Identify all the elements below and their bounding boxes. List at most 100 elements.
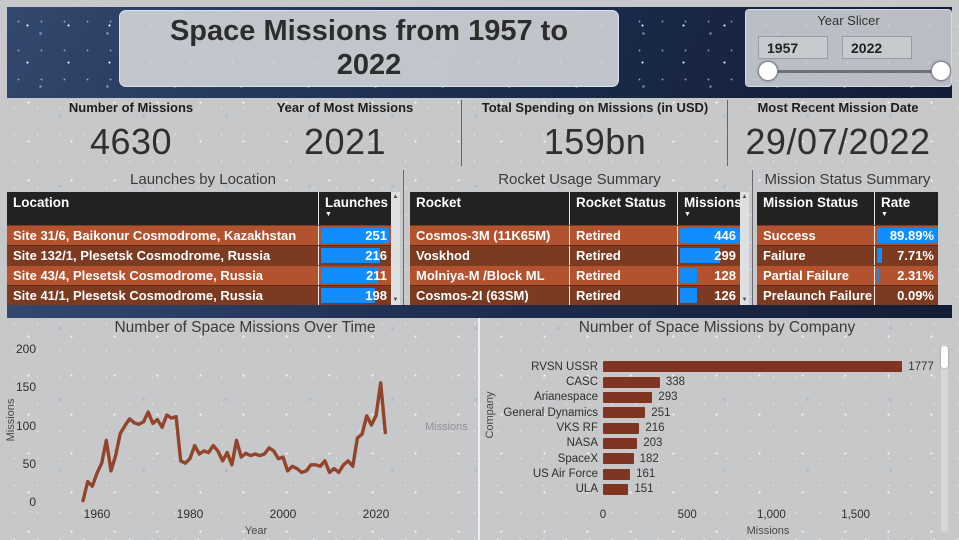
scrollbar-thumb[interactable] <box>941 346 948 368</box>
value-cell: 128 <box>678 266 740 285</box>
scroll-down-icon[interactable]: ▼ <box>741 297 748 303</box>
kpi-label: Number of Missions <box>68 100 194 115</box>
bar[interactable] <box>603 483 629 495</box>
column-header-label: Missions <box>684 195 740 210</box>
column-header-missions[interactable]: Missions ▼ <box>678 192 740 225</box>
table-row[interactable]: Site 132/1, Plesetsk Cosmodrome, Russia 2… <box>7 245 391 265</box>
bar[interactable] <box>603 376 660 388</box>
bar-row[interactable]: SpaceX 182 <box>488 451 948 466</box>
bar[interactable] <box>603 422 640 434</box>
table-row[interactable]: Prelaunch Failure 0.09% <box>757 285 938 305</box>
bar-row[interactable]: VKS RF 216 <box>488 420 948 435</box>
column-header-launches[interactable]: Launches ▼ <box>319 192 391 225</box>
column-header-label: Rocket Status <box>576 195 667 210</box>
value-cell: 251 <box>319 226 391 245</box>
cell-value: 446 <box>714 228 736 243</box>
kpi-divider <box>461 100 462 166</box>
bar-chart-title: Number of Space Missions by Company <box>578 319 856 336</box>
year-slicer-min-input[interactable]: 1957 <box>758 36 828 59</box>
cell-text: Voskhod <box>416 248 470 263</box>
table-row[interactable]: Failure 7.71% <box>757 245 938 265</box>
slider-track[interactable] <box>768 70 941 73</box>
scroll-up-icon[interactable]: ▲ <box>741 194 748 200</box>
y-axis-tick-label: 200 <box>15 342 36 356</box>
slider-handle-left[interactable] <box>758 61 778 81</box>
text-cell: Site 43/4, Plesetsk Cosmodrome, Russia <box>7 266 319 285</box>
data-bar <box>321 288 375 303</box>
text-cell: Site 31/6, Baikonur Cosmodrome, Kazakhst… <box>7 226 319 245</box>
mission-status-table: Mission Status Rate ▼ Success 89.89% Failure 7… <box>757 192 938 305</box>
y-axis-tick-label: 150 <box>15 380 36 395</box>
table-row[interactable]: Voskhod Retired 299 <box>410 245 740 265</box>
column-header-label: Rate <box>881 195 911 210</box>
table-row[interactable]: Site 41/1, Plesetsk Cosmodrome, Russia 19… <box>7 285 391 305</box>
column-header-rocket-status[interactable]: Rocket Status <box>570 192 678 225</box>
table-scrollbar[interactable]: ▲ ▼ <box>391 192 400 305</box>
bar[interactable] <box>603 407 646 419</box>
data-bar <box>877 268 879 283</box>
table-row[interactable]: Success 89.89% <box>757 225 938 245</box>
text-cell: Partial Failure <box>757 266 875 285</box>
table-row[interactable]: Site 43/4, Plesetsk Cosmodrome, Russia 21… <box>7 265 391 285</box>
bar-value-label: 151 <box>634 483 654 496</box>
bar-row[interactable]: NASA 203 <box>488 436 948 451</box>
bar-value-label: 338 <box>665 376 686 389</box>
bar[interactable] <box>603 391 653 403</box>
chart-scrollbar[interactable] <box>941 344 948 532</box>
bar-row[interactable]: US Air Force 161 <box>488 466 948 481</box>
kpi-value: 2021 <box>303 121 387 162</box>
column-header-location[interactable]: Location <box>7 192 319 225</box>
year-slicer: Year Slicer 1957 2022 <box>745 9 952 87</box>
cell-text: Site 43/4, Plesetsk Cosmodrome, Russia <box>13 268 263 283</box>
table-row[interactable]: Cosmos-3M (11K65M) Retired 446 <box>410 225 740 245</box>
scroll-up-icon[interactable]: ▲ <box>392 194 399 200</box>
table-row[interactable]: Cosmos-2I (63SM) Retired 126 <box>410 285 740 305</box>
column-header-rate[interactable]: Rate ▼ <box>875 192 938 225</box>
bar-row[interactable]: Arianespace 293 <box>488 390 948 405</box>
value-cell: 0.09% <box>875 286 938 305</box>
bar-row[interactable]: RVSN USSR 1777 <box>488 359 948 374</box>
bar-row[interactable]: General Dynamics 251 <box>488 405 948 420</box>
mid-starfield-band <box>7 305 952 318</box>
line-chart-title: Number of Space Missions Over Time <box>114 319 376 336</box>
bar[interactable] <box>603 468 631 480</box>
scroll-down-icon[interactable]: ▼ <box>392 297 399 303</box>
table-scrollbar[interactable]: ▲ ▼ <box>740 192 749 305</box>
cell-text: Success <box>763 228 816 243</box>
value-cell: 198 <box>319 286 391 305</box>
bar-category-label: CASC <box>566 376 598 389</box>
bar-row[interactable]: CASC 338 <box>488 374 948 389</box>
table-header-row: Rocket Rocket Status Missions ▼ <box>410 192 740 225</box>
bar[interactable] <box>603 453 634 465</box>
y-axis-tick-label: 50 <box>22 456 36 471</box>
table-title-rockets: Rocket Usage Summary <box>498 171 661 188</box>
table-row[interactable]: Molniya-M /Block ML Retired 128 <box>410 265 740 285</box>
cell-value: 299 <box>714 248 736 263</box>
bar[interactable] <box>603 361 903 373</box>
bar-row[interactable]: ULA 151 <box>488 482 948 497</box>
year-slicer-max-input[interactable]: 2022 <box>842 36 912 59</box>
table-row[interactable]: Site 31/6, Baikonur Cosmodrome, Kazakhst… <box>7 225 391 245</box>
slider-handle-right[interactable] <box>931 61 951 81</box>
year-slicer-title: Year Slicer <box>817 13 880 28</box>
missions-line-series[interactable] <box>81 381 387 503</box>
table-title-status: Mission Status Summary <box>764 171 931 188</box>
cell-text: Site 41/1, Plesetsk Cosmodrome, Russia <box>13 288 263 303</box>
column-header-mission-status[interactable]: Mission Status <box>757 192 875 225</box>
table-row[interactable]: Partial Failure 2.31% <box>757 265 938 285</box>
cell-value: 0.09% <box>897 288 934 303</box>
x-axis-tick-label: 1,500 <box>841 509 870 521</box>
kpi-label: Total Spending on Missions (in USD) <box>481 100 709 115</box>
text-cell: Retired <box>570 266 678 285</box>
text-cell: Cosmos-3M (11K65M) <box>410 226 570 245</box>
kpi-card-number-of-missions: Number of Missions 4630 <box>20 100 242 163</box>
data-bar <box>680 288 697 303</box>
x-axis-title: Missions <box>746 525 790 537</box>
line-chart[interactable] <box>0 318 478 540</box>
column-header-rocket[interactable]: Rocket <box>410 192 570 225</box>
kpi-label: Most Recent Mission Date <box>757 100 919 115</box>
bar[interactable] <box>603 437 638 449</box>
x-axis-tick-label: 1,000 <box>757 509 786 521</box>
cell-text: Failure <box>763 248 806 263</box>
cell-text: Retired <box>576 228 621 243</box>
